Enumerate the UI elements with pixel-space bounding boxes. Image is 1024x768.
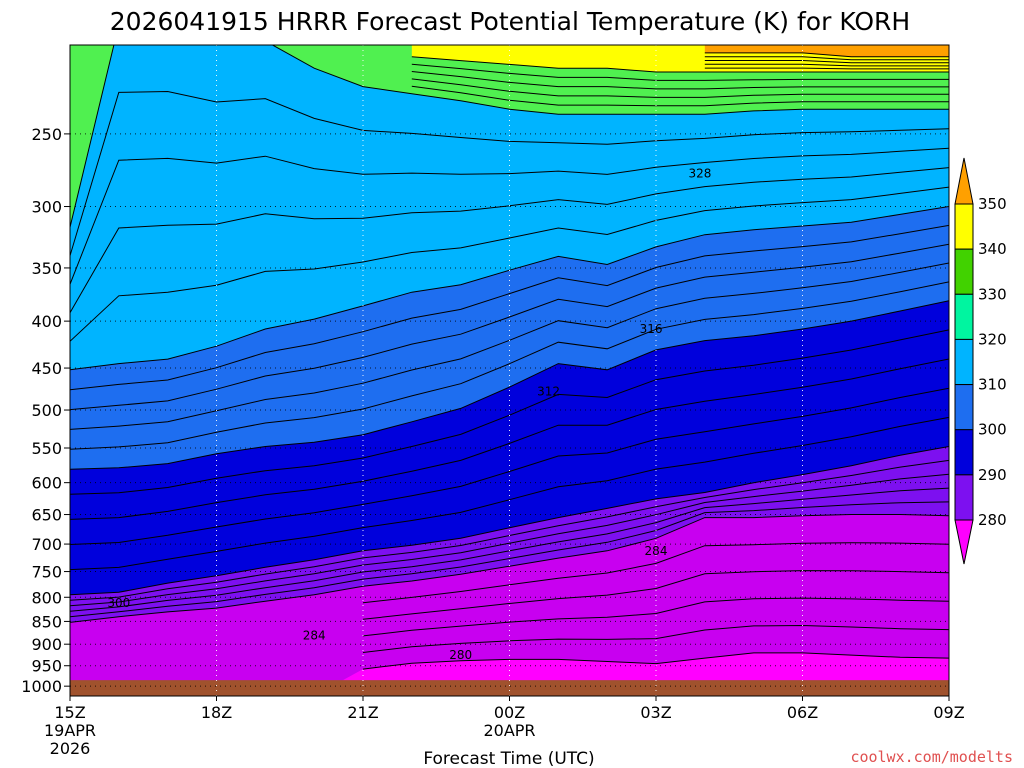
ground-fill <box>70 680 949 696</box>
isentrope-line <box>411 63 949 81</box>
isentrope-line <box>411 71 949 90</box>
colorbar-label: 340 <box>978 240 1007 258</box>
isentrope-line <box>70 224 949 391</box>
colorbar-segment <box>954 384 974 431</box>
isentrope-line <box>70 243 949 411</box>
y-tick-label: 950 <box>31 657 62 676</box>
colorbar-segment <box>954 338 974 386</box>
x-tick-label: 21Z <box>347 703 378 722</box>
y-tick-label: 750 <box>31 563 62 582</box>
colorbar-label: 350 <box>978 195 1007 213</box>
band-320-330 <box>70 45 949 370</box>
watermark: coolwx.com/modelts <box>850 748 1013 766</box>
colorbar-label: 320 <box>978 330 1007 348</box>
band-330-340 <box>70 45 949 228</box>
y-tick-label: 700 <box>31 535 62 554</box>
contour-label: 316 <box>640 322 663 336</box>
colorbar-segment <box>954 429 974 476</box>
isentrope-line <box>70 358 949 520</box>
colorbar-label: 290 <box>978 466 1007 484</box>
colorbar-label: 280 <box>978 511 1007 529</box>
colorbar-segment <box>954 293 974 340</box>
isentrope-line <box>362 624 949 653</box>
contour-label: 312 <box>537 384 560 398</box>
y-tick-label: 250 <box>31 125 62 144</box>
x-tick-sublabel: 19APR <box>44 721 96 740</box>
x-tick-label: 03Z <box>640 703 671 722</box>
colorbar-segment <box>954 474 974 521</box>
contour-label: 280 <box>449 648 472 662</box>
colorbar-arrow-bottom <box>954 519 974 565</box>
y-tick-label: 300 <box>31 198 62 217</box>
chart-title: 2026041915 HRRR Forecast Potential Tempe… <box>110 7 910 36</box>
isentrope-line <box>70 45 949 228</box>
y-tick-label: 900 <box>31 635 62 654</box>
y-tick-label: 800 <box>31 588 62 607</box>
colorbar-label: 300 <box>978 421 1007 439</box>
y-tick-label: 350 <box>31 259 62 278</box>
x-tick-label: 18Z <box>201 703 232 722</box>
y-tick-label: 1000 <box>21 677 62 696</box>
isentrope-line <box>362 542 949 604</box>
isentrope-line <box>704 52 949 58</box>
isentrope-line <box>70 501 949 618</box>
y-tick-label: 600 <box>31 474 62 493</box>
isentrope-line <box>362 597 949 637</box>
plot-area: 328 316 312 284 300 284 280 <box>70 45 949 696</box>
y-tick-label: 400 <box>31 312 62 331</box>
y-tick-label: 650 <box>31 506 62 525</box>
colorbar-segment <box>954 203 974 250</box>
isentrope-line <box>704 56 949 61</box>
x-axis-label: Forecast Time (UTC) <box>423 749 594 768</box>
contour-label: 300 <box>107 596 130 610</box>
isentrope-line <box>704 60 949 64</box>
isentrope-line <box>704 67 949 70</box>
isentrope-line <box>70 281 949 450</box>
isentrope-line <box>70 300 949 470</box>
colorbar-label: 310 <box>978 376 1007 394</box>
y-tick-label: 450 <box>31 359 62 378</box>
isentrope-line <box>70 90 949 256</box>
band-above-350 <box>704 45 949 57</box>
contour-labels: 328 316 312 284 300 284 280 <box>107 166 711 662</box>
isentrope-line <box>704 63 949 67</box>
y-tick-label: 500 <box>31 401 62 420</box>
isentrope-line <box>411 85 949 107</box>
isentrope-line <box>362 652 949 670</box>
isentrope-line <box>411 78 949 98</box>
colorbar: 350 340 330 320 310 300 290 280 <box>954 157 1007 565</box>
x-tick-sublabel: 20APR <box>483 721 535 740</box>
y-tick-label: 850 <box>31 612 62 631</box>
y-axis: 250 300 350 400 450 500 550 600 650 700 750 800 850 9… <box>21 125 70 696</box>
x-tick-label: 15Z <box>54 703 85 722</box>
x-tick-label: 00Z <box>494 703 525 722</box>
colorbar-label: 330 <box>978 285 1007 303</box>
isentrope-line <box>70 473 949 607</box>
x-tick-sublabel: 2026 <box>50 739 91 758</box>
grid-lines <box>70 45 949 696</box>
contour-label: 284 <box>645 544 668 558</box>
colorbar-segment <box>954 248 974 295</box>
x-tick-label: 09Z <box>933 703 964 722</box>
isentrope-line <box>411 56 949 73</box>
x-tick-label: 06Z <box>787 703 818 722</box>
colorbar-arrow-top <box>954 157 974 205</box>
y-tick-label: 550 <box>31 439 62 458</box>
contour-label: 328 <box>688 166 711 180</box>
contour-label: 284 <box>303 629 326 643</box>
isentrope-line <box>70 387 949 545</box>
isentrope-line <box>362 570 949 620</box>
